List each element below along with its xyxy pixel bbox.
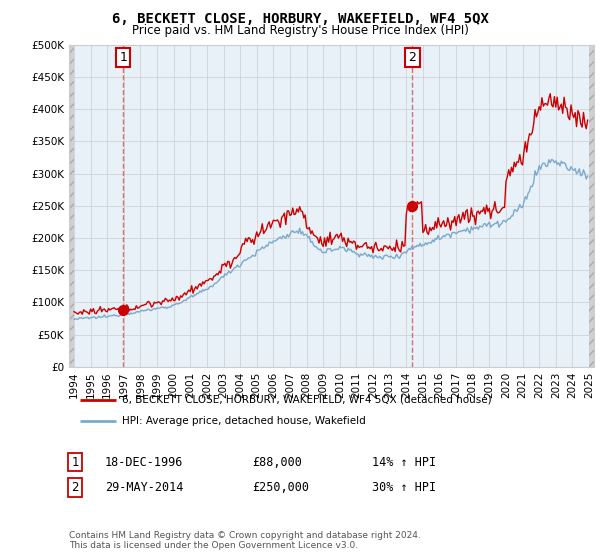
Text: £88,000: £88,000 xyxy=(252,455,302,469)
Text: 14% ↑ HPI: 14% ↑ HPI xyxy=(372,455,436,469)
Text: 29-MAY-2014: 29-MAY-2014 xyxy=(105,480,184,494)
Text: 6, BECKETT CLOSE, HORBURY, WAKEFIELD, WF4 5QX (detached house): 6, BECKETT CLOSE, HORBURY, WAKEFIELD, WF… xyxy=(121,395,491,405)
Text: HPI: Average price, detached house, Wakefield: HPI: Average price, detached house, Wake… xyxy=(121,416,365,426)
Text: Contains HM Land Registry data © Crown copyright and database right 2024.
This d: Contains HM Land Registry data © Crown c… xyxy=(69,531,421,550)
Bar xyxy=(589,45,594,367)
Text: 18-DEC-1996: 18-DEC-1996 xyxy=(105,455,184,469)
Text: 1: 1 xyxy=(71,455,79,469)
Text: 30% ↑ HPI: 30% ↑ HPI xyxy=(372,480,436,494)
Text: 2: 2 xyxy=(409,51,416,64)
Text: Price paid vs. HM Land Registry's House Price Index (HPI): Price paid vs. HM Land Registry's House … xyxy=(131,24,469,37)
Bar xyxy=(69,45,74,367)
Text: 6, BECKETT CLOSE, HORBURY, WAKEFIELD, WF4 5QX: 6, BECKETT CLOSE, HORBURY, WAKEFIELD, WF… xyxy=(112,12,488,26)
Text: £250,000: £250,000 xyxy=(252,480,309,494)
Text: 1: 1 xyxy=(119,51,127,64)
Text: 2: 2 xyxy=(71,480,79,494)
